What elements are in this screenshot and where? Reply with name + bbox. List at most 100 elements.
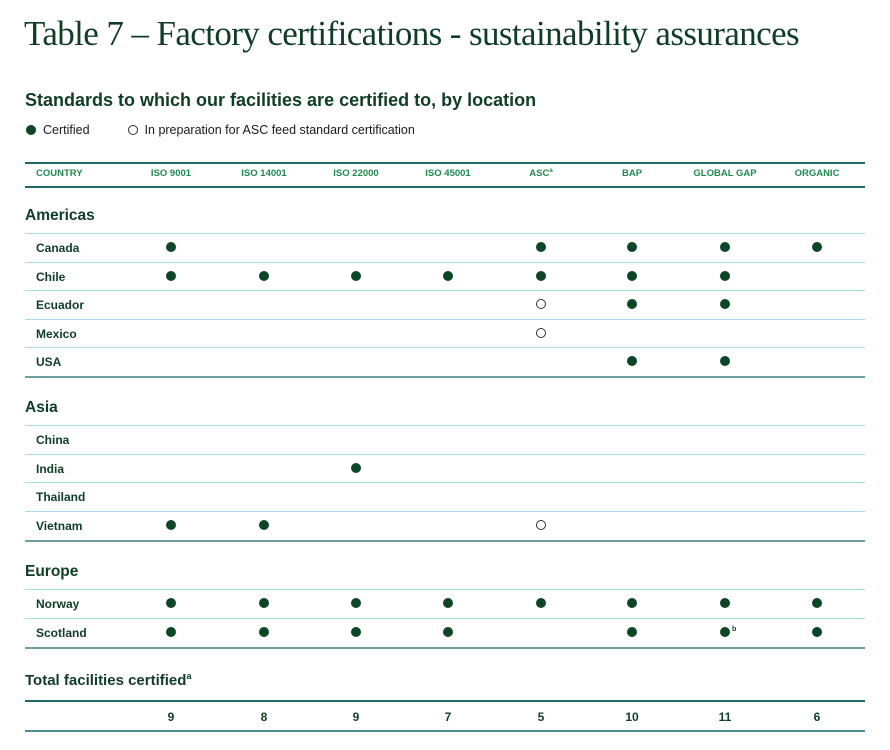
country-name: Chile (36, 269, 66, 284)
region-heading-americas: Americas (25, 207, 95, 224)
column-header-iso-22000: ISO 22000 (333, 168, 378, 179)
filled-circle-icon (166, 598, 176, 608)
country-name: India (36, 461, 65, 476)
filled-circle-icon (443, 626, 453, 637)
filled-circle-icon (720, 598, 730, 608)
status-mark (166, 242, 176, 252)
filled-circle-icon (720, 356, 730, 366)
filled-circle-icon (443, 270, 453, 281)
filled-circle-icon (351, 270, 361, 281)
open-circle-icon (536, 327, 546, 338)
status-mark (259, 519, 269, 530)
column-header-asc: ASCa (529, 168, 552, 179)
column-header-label: BAP (621, 168, 643, 179)
column-header-label: ISO 45001 (425, 168, 471, 179)
status-mark (720, 242, 730, 252)
filled-circle-icon (627, 598, 637, 608)
region-heading-asia: Asia (25, 399, 58, 416)
table-row-vietnam: Vietnam (25, 510, 865, 542)
country-name: USA (36, 355, 62, 369)
status-mark (720, 598, 730, 608)
column-header-label: ISO 9001 (150, 168, 192, 179)
filled-circle-icon (351, 598, 361, 608)
status-mark (443, 270, 453, 281)
filled-circle-icon (166, 626, 176, 637)
status-mark (812, 626, 822, 637)
status-mark (720, 270, 730, 281)
status-mark (259, 626, 269, 637)
column-header-iso-14001: ISO 14001 (241, 168, 286, 179)
table-row-usa: USA (25, 347, 865, 378)
column-header-label: GLOBAL GAP (693, 168, 757, 179)
column-header-iso-45001: ISO 45001 (425, 168, 470, 179)
country-name: Thailand (36, 490, 86, 504)
total-value: 5 (537, 710, 545, 724)
filled-circle-icon (812, 626, 822, 637)
status-mark (443, 598, 453, 608)
filled-circle-icon (259, 626, 269, 637)
legend: Certified In preparation for ASC feed st… (26, 123, 453, 137)
table-row-canada: Canada (25, 233, 865, 262)
status-mark (720, 299, 730, 309)
status-mark (627, 299, 637, 309)
filled-circle-icon (259, 270, 269, 281)
filled-circle-icon (627, 299, 637, 309)
country-name: Vietnam (36, 518, 83, 533)
filled-circle-icon (259, 598, 269, 608)
status-mark (166, 519, 176, 530)
page-title: Table 7 – Factory certifications - susta… (24, 14, 800, 53)
country-name: Ecuador (36, 298, 85, 312)
table-row-thailand: Thailand (25, 482, 865, 511)
filled-circle-icon (166, 242, 176, 252)
legend-label: Certified (43, 123, 90, 137)
legend-item-certified: Certified (26, 123, 90, 137)
filled-circle-icon (720, 270, 730, 281)
country-name: Norway (36, 597, 80, 611)
column-header-bap: BAP (622, 168, 642, 179)
status-mark (351, 270, 361, 281)
column-header-country: COUNTRY (36, 168, 83, 179)
footnote-marker: a (186, 671, 192, 681)
total-value: 6 (813, 710, 821, 724)
table-row-chile: Chile (25, 261, 865, 291)
legend-label: In preparation for ASC feed standard cer… (144, 123, 415, 137)
status-mark (166, 270, 176, 281)
table-row-scotland: Scotland b (25, 617, 865, 649)
column-header-label: COUNTRY (36, 168, 83, 179)
column-header-label: ORGANIC (794, 168, 840, 179)
status-mark (627, 598, 637, 608)
status-mark (536, 270, 546, 281)
status-mark: b (720, 626, 736, 637)
status-mark (627, 356, 637, 366)
status-mark (166, 598, 176, 608)
status-mark (536, 519, 546, 530)
column-header-label: ASC (529, 168, 550, 180)
status-mark (536, 598, 546, 608)
column-header-organic: ORGANIC (795, 168, 840, 179)
totals-label: Total facilities certifieda (25, 671, 191, 689)
status-mark (166, 626, 176, 637)
filled-circle-icon (720, 242, 730, 252)
status-mark (351, 598, 361, 608)
country-name: China (36, 433, 70, 447)
status-mark (720, 356, 730, 366)
table-row-mexico: Mexico (25, 318, 865, 348)
status-mark (627, 270, 637, 281)
filled-circle-icon (627, 626, 637, 637)
filled-circle-icon (166, 519, 176, 530)
status-mark (536, 242, 546, 252)
total-value: 7 (444, 710, 452, 724)
table-subtitle: Standards to which our facilities are ce… (25, 90, 537, 110)
table-row-china: China (25, 425, 865, 454)
status-mark (351, 626, 361, 637)
filled-circle-icon (26, 125, 36, 135)
region-heading-europe: Europe (25, 563, 79, 580)
open-circle-icon (536, 519, 546, 530)
filled-circle-icon (351, 462, 361, 473)
country-name: Canada (36, 241, 80, 255)
table-row-norway: Norway (25, 589, 865, 618)
status-mark (259, 270, 269, 281)
totals-label-text: Total facilities certified (25, 672, 187, 689)
total-value: 11 (718, 710, 732, 724)
status-mark (536, 327, 546, 338)
